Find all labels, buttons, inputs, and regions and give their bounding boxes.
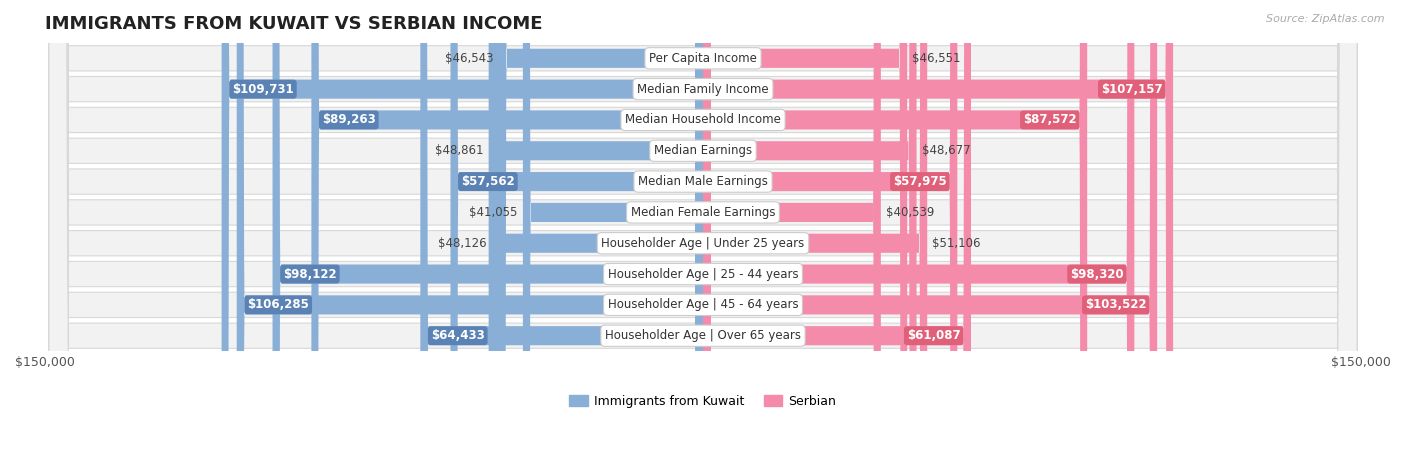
Text: $51,106: $51,106 — [932, 237, 981, 250]
FancyBboxPatch shape — [236, 0, 703, 467]
FancyBboxPatch shape — [450, 0, 703, 467]
Text: $46,551: $46,551 — [912, 52, 960, 65]
Text: $98,320: $98,320 — [1070, 268, 1123, 281]
Text: $57,562: $57,562 — [461, 175, 515, 188]
Text: $41,055: $41,055 — [470, 206, 517, 219]
Text: Median Earnings: Median Earnings — [654, 144, 752, 157]
FancyBboxPatch shape — [49, 0, 1357, 467]
FancyBboxPatch shape — [489, 0, 703, 467]
Text: $48,861: $48,861 — [434, 144, 484, 157]
Text: $61,087: $61,087 — [907, 329, 960, 342]
Text: $106,285: $106,285 — [247, 298, 309, 311]
FancyBboxPatch shape — [703, 0, 1173, 467]
FancyBboxPatch shape — [49, 0, 1357, 467]
Text: $46,543: $46,543 — [446, 52, 494, 65]
Text: $48,126: $48,126 — [439, 237, 486, 250]
FancyBboxPatch shape — [420, 0, 703, 467]
FancyBboxPatch shape — [49, 0, 1357, 467]
FancyBboxPatch shape — [49, 0, 1357, 467]
FancyBboxPatch shape — [492, 0, 703, 467]
FancyBboxPatch shape — [499, 0, 703, 467]
FancyBboxPatch shape — [222, 0, 703, 467]
FancyBboxPatch shape — [311, 0, 703, 467]
FancyBboxPatch shape — [273, 0, 703, 467]
Text: $57,975: $57,975 — [893, 175, 946, 188]
Text: $107,157: $107,157 — [1101, 83, 1163, 96]
FancyBboxPatch shape — [703, 0, 1135, 467]
Text: $87,572: $87,572 — [1024, 113, 1077, 127]
FancyBboxPatch shape — [49, 0, 1357, 467]
Text: Source: ZipAtlas.com: Source: ZipAtlas.com — [1267, 14, 1385, 24]
Text: $89,263: $89,263 — [322, 113, 375, 127]
FancyBboxPatch shape — [703, 0, 880, 467]
Text: Householder Age | 25 - 44 years: Householder Age | 25 - 44 years — [607, 268, 799, 281]
FancyBboxPatch shape — [703, 0, 927, 467]
Text: $40,539: $40,539 — [886, 206, 935, 219]
Legend: Immigrants from Kuwait, Serbian: Immigrants from Kuwait, Serbian — [564, 389, 842, 413]
FancyBboxPatch shape — [703, 0, 1157, 467]
Text: $109,731: $109,731 — [232, 83, 294, 96]
FancyBboxPatch shape — [703, 0, 917, 467]
Text: Householder Age | Over 65 years: Householder Age | Over 65 years — [605, 329, 801, 342]
FancyBboxPatch shape — [703, 0, 907, 467]
Text: $98,122: $98,122 — [283, 268, 336, 281]
FancyBboxPatch shape — [523, 0, 703, 467]
FancyBboxPatch shape — [49, 0, 1357, 467]
FancyBboxPatch shape — [703, 0, 1087, 467]
FancyBboxPatch shape — [49, 0, 1357, 467]
Text: Householder Age | 45 - 64 years: Householder Age | 45 - 64 years — [607, 298, 799, 311]
Text: Householder Age | Under 25 years: Householder Age | Under 25 years — [602, 237, 804, 250]
Text: Median Male Earnings: Median Male Earnings — [638, 175, 768, 188]
Text: Median Household Income: Median Household Income — [626, 113, 780, 127]
Text: Per Capita Income: Per Capita Income — [650, 52, 756, 65]
FancyBboxPatch shape — [49, 0, 1357, 467]
Text: $103,522: $103,522 — [1085, 298, 1147, 311]
Text: $48,677: $48,677 — [922, 144, 970, 157]
FancyBboxPatch shape — [49, 0, 1357, 467]
Text: $64,433: $64,433 — [430, 329, 485, 342]
Text: IMMIGRANTS FROM KUWAIT VS SERBIAN INCOME: IMMIGRANTS FROM KUWAIT VS SERBIAN INCOME — [45, 15, 543, 33]
FancyBboxPatch shape — [703, 0, 972, 467]
FancyBboxPatch shape — [703, 0, 957, 467]
Text: Median Family Income: Median Family Income — [637, 83, 769, 96]
Text: Median Female Earnings: Median Female Earnings — [631, 206, 775, 219]
FancyBboxPatch shape — [49, 0, 1357, 467]
